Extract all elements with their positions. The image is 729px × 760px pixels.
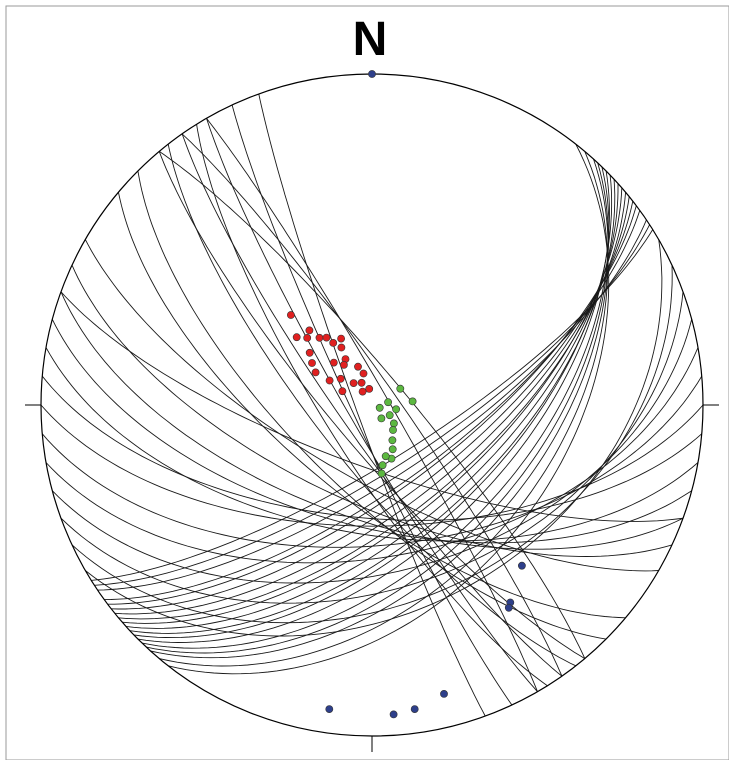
- pole-red: [322, 333, 331, 342]
- great-circle: [125, 183, 619, 629]
- pole-red: [358, 387, 367, 396]
- pole-green: [396, 384, 405, 393]
- pole-blue: [504, 603, 513, 612]
- great-circle: [114, 196, 630, 615]
- great-circle: [159, 151, 609, 667]
- pole-blue: [368, 70, 376, 78]
- great-circle: [41, 375, 703, 548]
- great-circle: [60, 291, 684, 522]
- great-circle: [91, 229, 654, 581]
- pole-red: [349, 379, 358, 387]
- plot-border: [5, 5, 729, 760]
- pole-red: [292, 333, 301, 342]
- north-label: N: [352, 13, 388, 66]
- great-circles-layer: [40, 93, 704, 717]
- pole-red: [311, 368, 320, 377]
- pole-blue: [410, 705, 419, 713]
- cardinal-ticks: [25, 404, 719, 752]
- great-circle: [117, 192, 626, 619]
- pole-blue: [325, 705, 334, 713]
- great-circle: [142, 166, 610, 649]
- pole-green: [392, 405, 400, 414]
- pole-red: [357, 378, 366, 387]
- pole-red: [339, 360, 348, 369]
- great-circle: [40, 404, 704, 527]
- great-circle: [85, 239, 663, 637]
- great-circle: [51, 319, 693, 584]
- pole-green: [375, 403, 384, 412]
- great-circle: [158, 151, 586, 659]
- great-circle: [196, 124, 548, 687]
- great-circle: [168, 143, 610, 675]
- great-circle: [181, 133, 563, 677]
- great-circle: [231, 104, 513, 706]
- great-circle: [206, 118, 538, 692]
- great-circle: [51, 319, 692, 544]
- pole-green: [378, 461, 387, 470]
- great-circle: [71, 265, 673, 624]
- pole-green: [388, 445, 397, 454]
- great-circle: [60, 291, 684, 550]
- great-circle: [167, 144, 576, 667]
- poles-layer: [286, 70, 526, 719]
- great-circle: [158, 151, 586, 659]
- pole-green: [384, 398, 392, 407]
- pole-green: [377, 414, 386, 423]
- great-circle: [122, 187, 623, 624]
- pole-blue: [518, 561, 526, 570]
- pole-red: [286, 311, 295, 319]
- pole-red: [315, 333, 324, 342]
- pole-green: [389, 419, 398, 428]
- pole-red: [305, 348, 314, 357]
- pole-red: [325, 376, 334, 385]
- great-circle: [111, 201, 634, 610]
- pole-green: [408, 397, 417, 406]
- pole-red: [305, 326, 314, 335]
- pole-red: [354, 362, 362, 371]
- great-circle: [84, 239, 659, 572]
- great-circle: [107, 205, 637, 605]
- great-circle: [118, 192, 627, 620]
- pole-red: [359, 369, 368, 378]
- pole-red: [365, 384, 374, 393]
- great-circle: [150, 158, 609, 659]
- pole-green: [388, 436, 397, 445]
- great-circle: [45, 347, 699, 564]
- great-circle: [97, 219, 647, 591]
- pole-red: [336, 374, 345, 383]
- great-circle: [181, 133, 563, 677]
- great-circle: [45, 347, 699, 542]
- great-circle: [94, 224, 650, 586]
- great-circle: [258, 93, 486, 717]
- great-circle: [129, 179, 616, 634]
- pole-red: [337, 334, 345, 343]
- pole-red: [338, 387, 347, 396]
- pole-blue: [440, 690, 448, 698]
- pole-green: [385, 411, 394, 420]
- great-circle: [71, 264, 673, 557]
- pole-green: [377, 469, 386, 478]
- great-circle: [206, 118, 538, 692]
- pole-blue: [389, 710, 398, 719]
- great-circle: [41, 375, 702, 521]
- pole-red: [329, 338, 338, 347]
- pole-red: [308, 359, 316, 367]
- pole-red: [303, 333, 312, 342]
- pole-red: [337, 343, 346, 352]
- pole-red: [329, 358, 338, 367]
- great-circle: [60, 291, 684, 604]
- pole-green: [389, 426, 397, 434]
- great-circle: [104, 210, 641, 601]
- great-circle: [146, 162, 609, 654]
- pole-green: [381, 452, 390, 461]
